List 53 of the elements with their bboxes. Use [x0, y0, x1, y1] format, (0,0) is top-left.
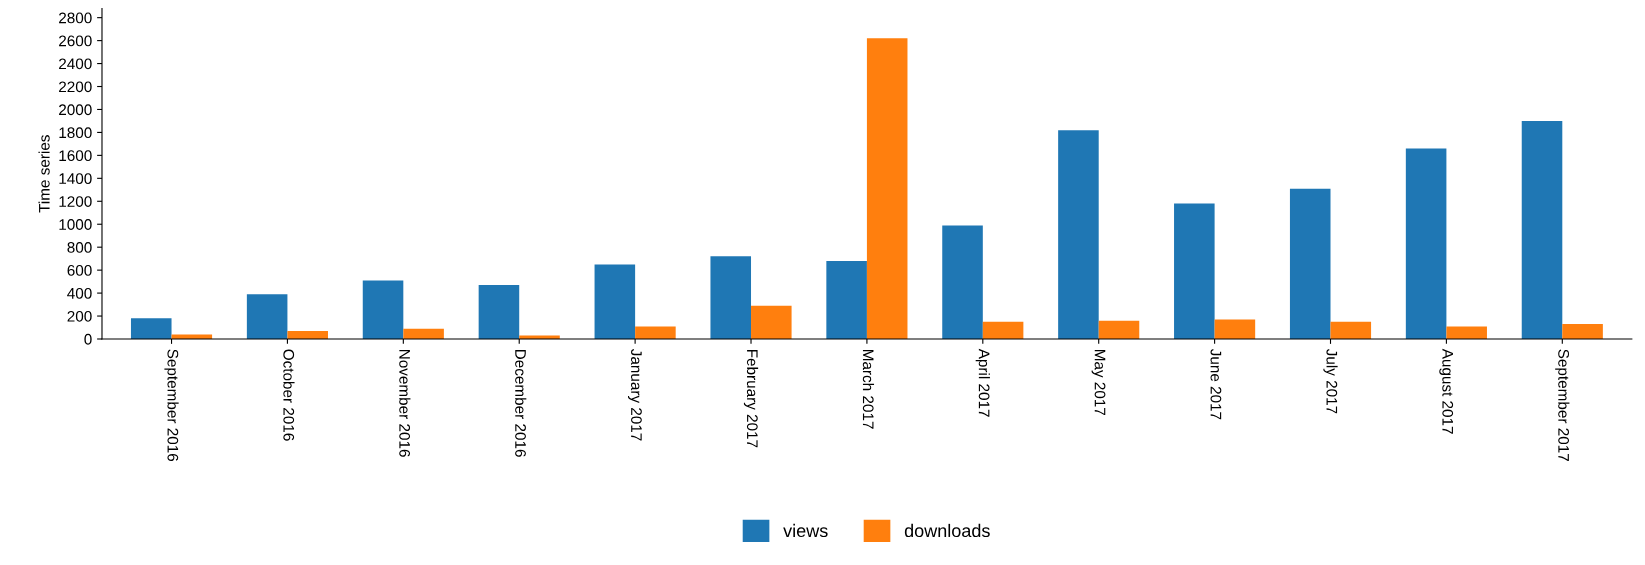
bar [1330, 321, 1372, 339]
bar [1058, 130, 1099, 339]
bar [362, 280, 404, 339]
y-tick-label: 1400 [59, 173, 92, 185]
y-tick-label: 2000 [59, 104, 92, 116]
bar [246, 294, 288, 339]
x-tick-label: June 2017 [1210, 348, 1222, 420]
bar [1098, 320, 1140, 339]
legend-label: downloads [904, 523, 990, 538]
y-tick-label: 800 [67, 242, 92, 253]
bar [478, 285, 520, 339]
y-tick-label: 600 [67, 265, 92, 276]
y-tick-label: 1600 [59, 150, 92, 162]
x-tick-label: July 2017 [1323, 348, 1338, 414]
x-tick-label: March 2017 [862, 349, 875, 429]
y-tick-label: 1000 [59, 219, 92, 230]
x-tick-label: February 2017 [743, 349, 759, 448]
bar [826, 260, 867, 339]
x-tick-label: December 2016 [515, 349, 527, 457]
bar [1562, 324, 1603, 339]
y-tick-label: 2600 [59, 35, 92, 47]
y-tick-label: 2400 [59, 58, 92, 70]
bar [635, 326, 676, 339]
x-tick-label: August 2017 [1439, 348, 1454, 434]
y-tick-label: 1800 [59, 127, 92, 139]
y-axis-title: Time series [38, 135, 50, 213]
y-tick-label: 1200 [59, 196, 92, 207]
y-tick-label: 2200 [59, 81, 92, 93]
y-tick-label: 400 [67, 287, 92, 299]
x-tick-label: September 2017 [1555, 349, 1570, 461]
bar [1521, 120, 1563, 339]
bar [751, 305, 792, 339]
y-tick-label: 200 [67, 310, 92, 322]
y-tick-label: 0 [84, 333, 92, 345]
x-tick-label: May 2017 [1091, 349, 1106, 416]
bar [982, 321, 1024, 339]
x-tick-label: October 2016 [283, 349, 295, 441]
bar [1289, 188, 1331, 339]
bar [1405, 148, 1447, 339]
bar [710, 256, 752, 339]
legend-label: views [783, 523, 828, 538]
x-tick-label: April 2017 [975, 348, 990, 417]
bar [130, 318, 172, 339]
bar [1214, 319, 1256, 339]
bar [1174, 203, 1215, 339]
bar [594, 264, 636, 339]
x-tick-label: January 2017 [628, 348, 642, 441]
y-tick-label: 2800 [59, 12, 92, 24]
x-tick-label: September 2016 [164, 349, 179, 462]
bar [1446, 326, 1487, 339]
bar [942, 225, 983, 339]
x-tick-label: November 2016 [399, 349, 411, 457]
bar [866, 38, 908, 339]
